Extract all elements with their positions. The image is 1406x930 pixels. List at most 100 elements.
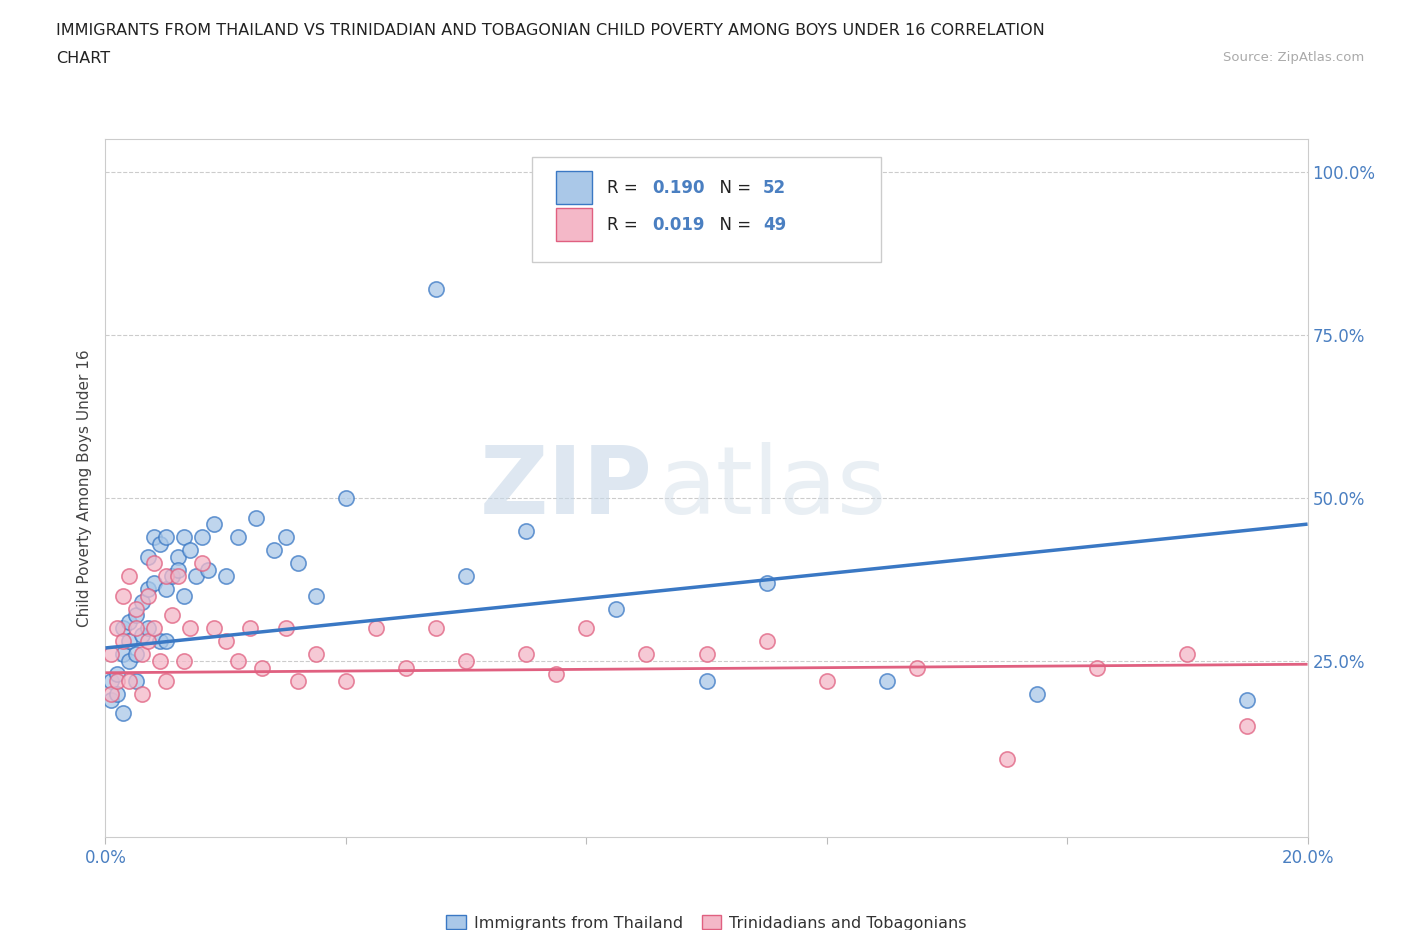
Point [696, 673, 718, 688]
Point [173, 530, 195, 545]
Point [100, 673, 122, 688]
Point [112, 621, 135, 636]
Point [166, 563, 188, 578]
Point [515, 524, 537, 538]
Point [107, 673, 129, 688]
Point [179, 621, 201, 636]
Point [755, 576, 778, 591]
Text: ZIP: ZIP [479, 443, 652, 534]
Point [131, 647, 153, 662]
Point [546, 667, 568, 682]
Point [155, 673, 177, 688]
Point [226, 530, 249, 545]
Point [131, 686, 153, 701]
Y-axis label: Child Poverty Among Boys Under 16: Child Poverty Among Boys Under 16 [77, 350, 93, 627]
Point [136, 634, 159, 649]
Point [160, 608, 183, 623]
Point [202, 517, 225, 532]
Point [166, 550, 188, 565]
Point [274, 621, 297, 636]
Point [575, 621, 598, 636]
Point [287, 556, 309, 571]
Point [124, 621, 146, 636]
Text: 0.019: 0.019 [652, 216, 704, 233]
Point [136, 589, 159, 604]
Point [263, 543, 285, 558]
Point [214, 634, 236, 649]
Point [155, 569, 177, 584]
Point [190, 556, 212, 571]
Point [173, 589, 195, 604]
Point [995, 751, 1018, 766]
Point [100, 647, 122, 662]
Text: N =: N = [709, 216, 756, 233]
Point [190, 530, 212, 545]
Point [136, 621, 159, 636]
Point [107, 667, 129, 682]
FancyBboxPatch shape [533, 157, 880, 261]
Point [197, 563, 219, 578]
Point [124, 673, 146, 688]
Point [876, 673, 898, 688]
Text: R =: R = [607, 216, 643, 233]
Point [245, 511, 267, 525]
FancyBboxPatch shape [557, 171, 592, 205]
Point [118, 654, 141, 669]
Point [1236, 693, 1258, 708]
Point [173, 654, 195, 669]
Point [214, 569, 236, 584]
Point [179, 543, 201, 558]
Point [202, 621, 225, 636]
Point [142, 530, 165, 545]
Point [364, 621, 387, 636]
Point [287, 673, 309, 688]
Point [136, 582, 159, 597]
Point [1026, 686, 1049, 701]
Point [124, 602, 146, 617]
Point [1085, 660, 1108, 675]
Point [305, 589, 328, 604]
Point [815, 673, 838, 688]
Point [112, 589, 135, 604]
Point [696, 647, 718, 662]
Point [148, 654, 170, 669]
Text: CHART: CHART [56, 51, 110, 66]
Point [112, 706, 135, 721]
Point [112, 634, 135, 649]
Point [274, 530, 297, 545]
Point [250, 660, 273, 675]
Point [184, 569, 207, 584]
Point [335, 673, 357, 688]
Point [100, 693, 122, 708]
Point [155, 582, 177, 597]
Point [755, 634, 778, 649]
Point [425, 282, 447, 297]
Point [305, 647, 328, 662]
Point [124, 608, 146, 623]
Point [112, 647, 135, 662]
Point [454, 654, 477, 669]
Point [1236, 719, 1258, 734]
Point [335, 491, 357, 506]
Point [118, 673, 141, 688]
Point [160, 569, 183, 584]
Point [515, 647, 537, 662]
Point [605, 602, 627, 617]
Point [148, 537, 170, 551]
Point [142, 576, 165, 591]
Point [136, 550, 159, 565]
Point [131, 628, 153, 643]
Point [155, 530, 177, 545]
Point [905, 660, 928, 675]
Point [118, 634, 141, 649]
FancyBboxPatch shape [557, 208, 592, 242]
Point [636, 647, 658, 662]
Point [395, 660, 418, 675]
Text: R =: R = [607, 179, 643, 196]
Point [454, 569, 477, 584]
Text: Source: ZipAtlas.com: Source: ZipAtlas.com [1223, 51, 1364, 64]
Text: IMMIGRANTS FROM THAILAND VS TRINIDADIAN AND TOBAGONIAN CHILD POVERTY AMONG BOYS : IMMIGRANTS FROM THAILAND VS TRINIDADIAN … [56, 23, 1045, 38]
Text: 49: 49 [763, 216, 786, 233]
Point [142, 556, 165, 571]
Point [166, 569, 188, 584]
